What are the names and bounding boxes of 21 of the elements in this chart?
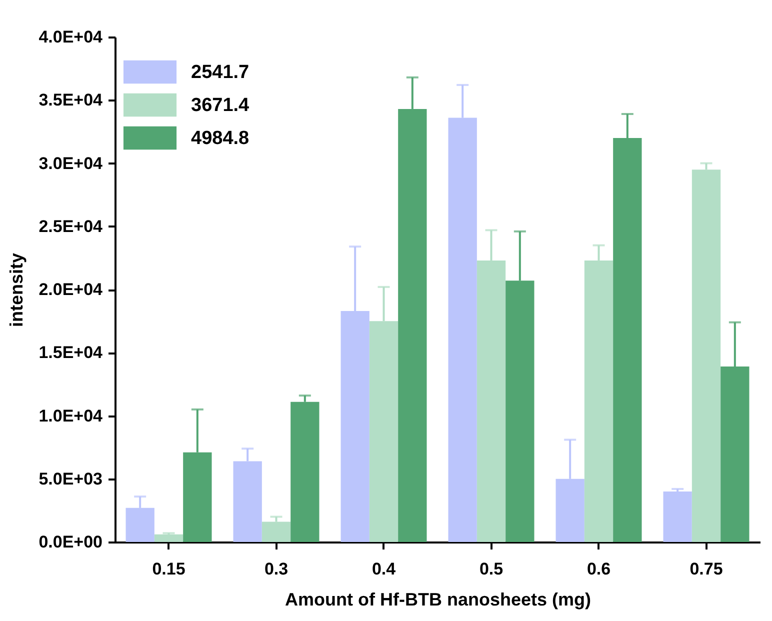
- y-tick-label: 2.5E+04: [38, 216, 104, 236]
- y-axis-title: intensity: [6, 252, 27, 328]
- legend-label: 4984.8: [191, 128, 250, 149]
- y-tick-label: 5.0E+03: [38, 469, 102, 488]
- x-tick-label: 0.15: [152, 560, 186, 578]
- x-tick-label: 0.3: [264, 560, 288, 578]
- x-axis-title: Amount of Hf-BTB nanosheets (mg): [285, 590, 591, 610]
- y-tick-label: 3.0E+04: [38, 154, 104, 173]
- legend-label: 2541.7: [191, 62, 250, 83]
- bar: [262, 522, 291, 542]
- legend-label: 3671.4: [191, 95, 250, 116]
- y-tick-label: 4.0E+04: [38, 28, 104, 46]
- y-tick-label: 0.0E+00: [38, 532, 102, 552]
- x-tick-label: 0.6: [586, 560, 611, 578]
- y-tick-label: 1.0E+04: [38, 406, 104, 426]
- y-tick-label: 3.5E+04: [38, 90, 104, 110]
- y-tick-label: 1.5E+04: [38, 343, 104, 362]
- x-tick-label: 0.75: [690, 560, 723, 578]
- x-tick-label: 0.5: [479, 560, 504, 578]
- y-tick-label: 2.0E+04: [38, 280, 104, 299]
- x-tick-label: 0.4: [372, 560, 396, 578]
